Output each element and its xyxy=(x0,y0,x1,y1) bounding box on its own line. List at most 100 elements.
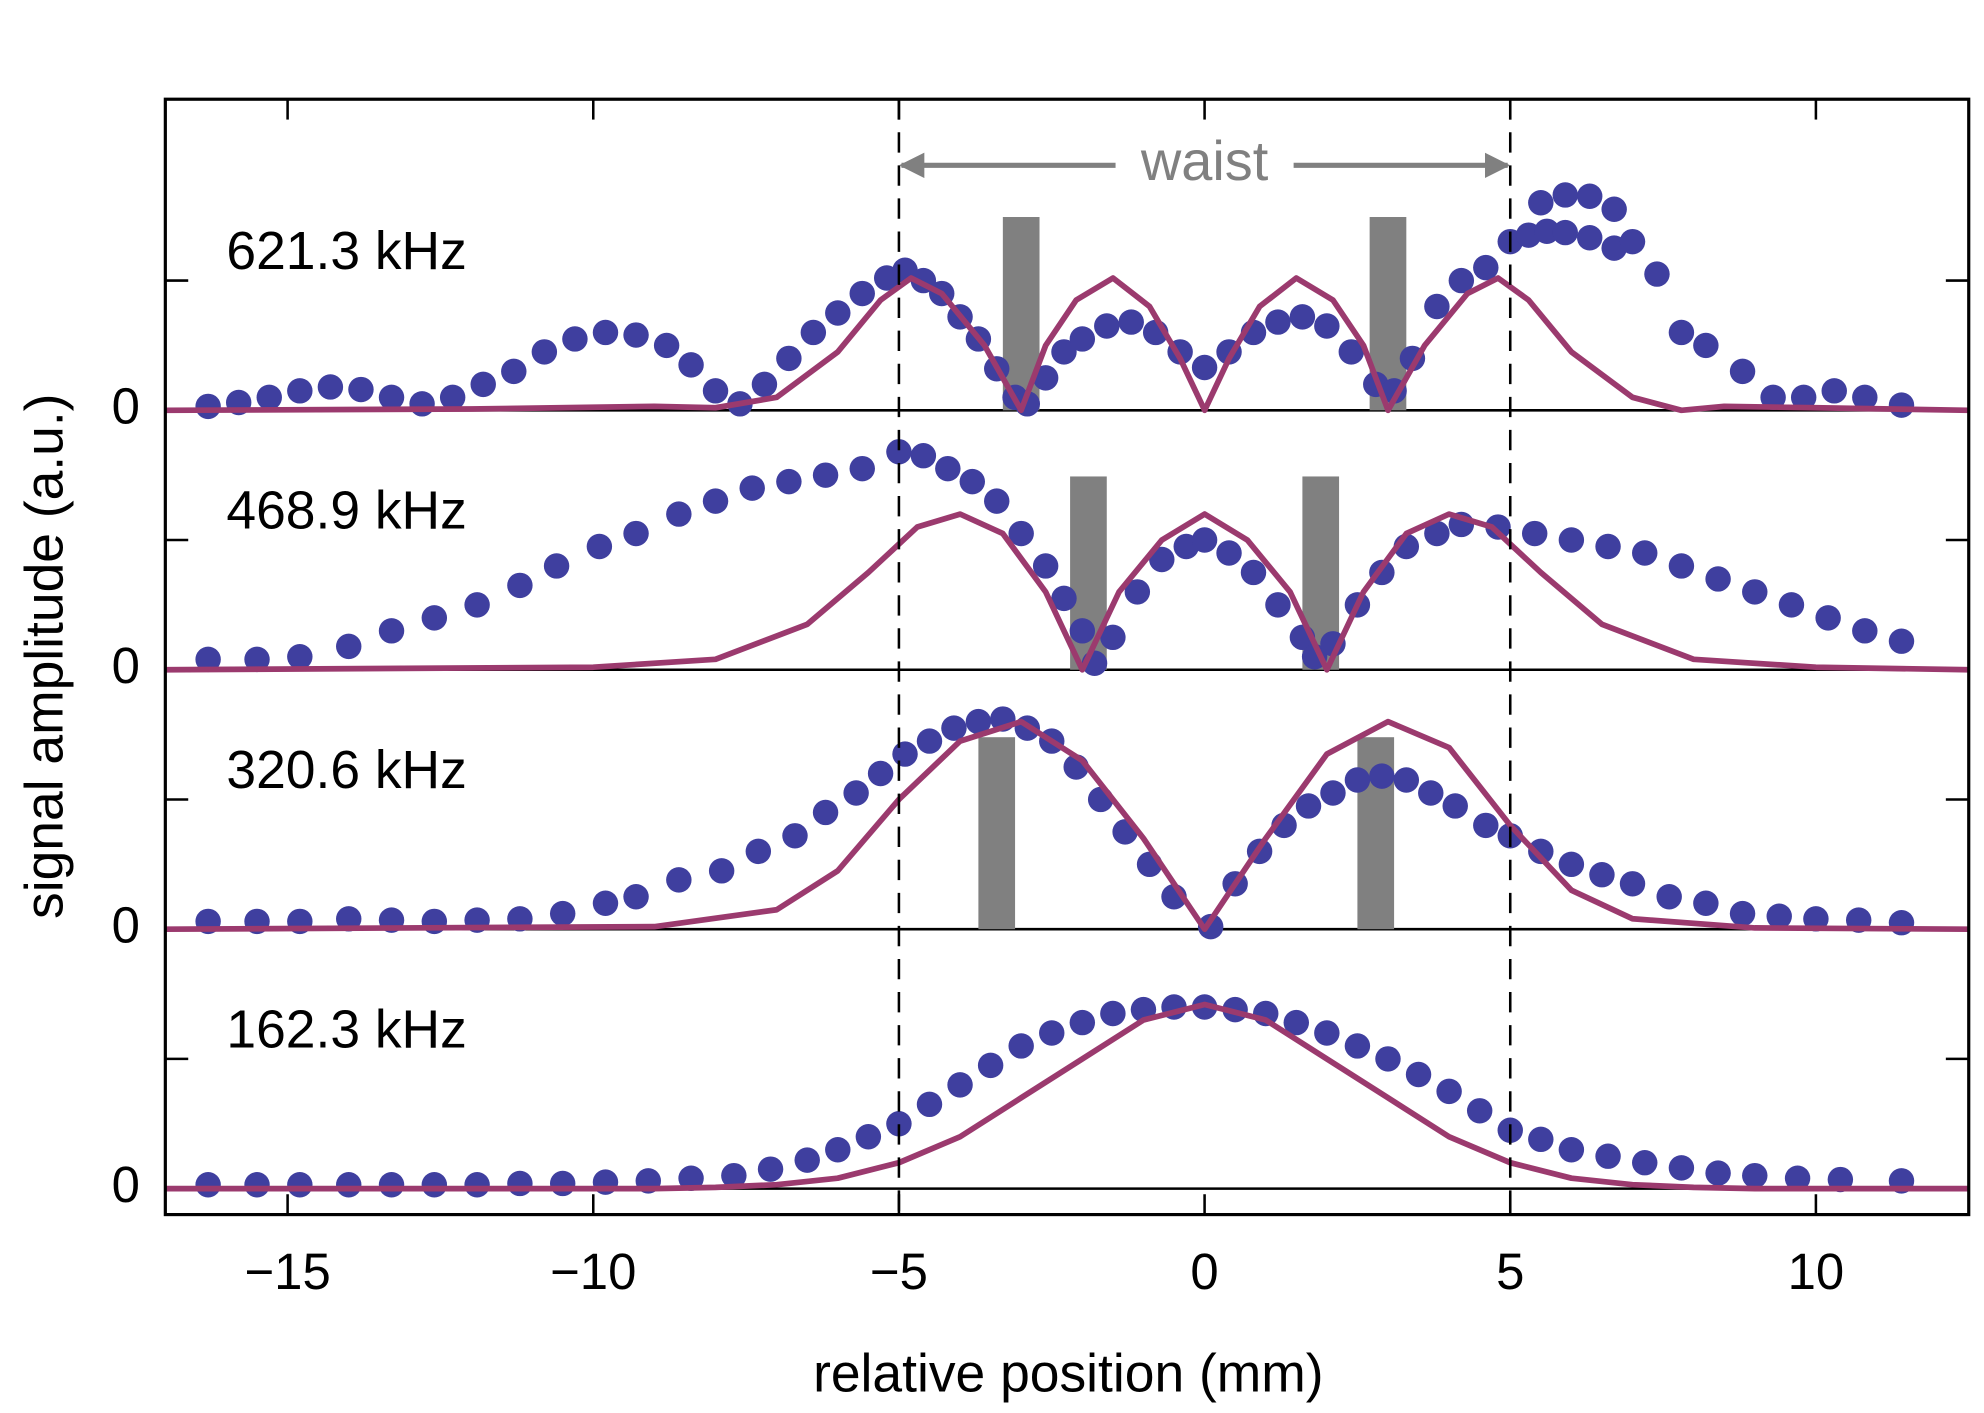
data-point xyxy=(1039,1020,1065,1046)
data-point xyxy=(721,1162,747,1189)
data-point xyxy=(1473,254,1499,281)
data-point xyxy=(1644,261,1670,287)
data-point xyxy=(1888,392,1915,418)
data-point xyxy=(439,384,466,411)
data-point xyxy=(947,1072,973,1098)
data-point xyxy=(1528,838,1554,865)
x-tick-label: 0 xyxy=(1190,1243,1218,1300)
data-point xyxy=(1314,313,1340,339)
data-point xyxy=(794,1147,820,1173)
data-point xyxy=(1576,225,1603,251)
data-point xyxy=(1051,585,1077,612)
data-point xyxy=(1784,1165,1811,1191)
data-point xyxy=(776,345,802,372)
data-point xyxy=(1100,1000,1126,1027)
data-point xyxy=(1008,520,1034,547)
data-point xyxy=(592,319,619,346)
data-point xyxy=(623,520,649,547)
data-point xyxy=(849,455,875,482)
data-point xyxy=(1742,579,1768,605)
data-point xyxy=(1375,1046,1401,1072)
data-point xyxy=(745,838,772,865)
data-point xyxy=(586,533,613,560)
data-point xyxy=(1393,767,1420,793)
data-point xyxy=(825,300,851,326)
data-point xyxy=(1405,1061,1432,1088)
data-point xyxy=(843,780,869,806)
data-point xyxy=(1821,378,1847,404)
data-point xyxy=(653,332,680,359)
data-point xyxy=(244,646,270,673)
data-point xyxy=(1344,1033,1371,1059)
data-point xyxy=(1632,1149,1658,1176)
bar xyxy=(978,737,1016,930)
data-point xyxy=(1265,592,1291,618)
data-point xyxy=(812,462,839,488)
data-point xyxy=(549,1170,576,1197)
data-point xyxy=(1466,1098,1493,1124)
data-point xyxy=(1888,628,1915,654)
data-point xyxy=(464,592,490,618)
data-point xyxy=(1265,309,1291,335)
data-point xyxy=(1369,763,1395,789)
data-point xyxy=(1197,913,1224,940)
data-point xyxy=(1668,1155,1695,1181)
data-point xyxy=(1448,267,1475,294)
data-point xyxy=(1338,339,1365,365)
data-point xyxy=(623,884,649,910)
data-point xyxy=(1485,514,1511,540)
data-point xyxy=(916,1091,943,1118)
panel-label: 162.3 kHz xyxy=(226,1001,466,1060)
data-point xyxy=(959,468,985,495)
data-point xyxy=(1852,384,1878,411)
data-point xyxy=(702,488,729,514)
x-tick-label: −5 xyxy=(870,1243,928,1300)
data-point xyxy=(1705,1160,1731,1186)
x-tick-label: −10 xyxy=(550,1243,636,1300)
data-point xyxy=(1619,228,1646,255)
data-point xyxy=(195,1172,221,1198)
data-point xyxy=(1656,884,1682,910)
data-point xyxy=(501,358,527,385)
panel-label: 320.6 kHz xyxy=(226,741,466,800)
data-point xyxy=(984,488,1010,514)
data-point xyxy=(1032,553,1059,579)
data-point xyxy=(965,708,992,735)
data-point xyxy=(1069,326,1096,352)
data-point xyxy=(886,439,912,465)
panel-label: 468.9 kHz xyxy=(226,482,466,541)
data-point xyxy=(1528,1126,1554,1153)
data-point xyxy=(935,455,961,482)
data-point xyxy=(1693,332,1719,359)
data-point xyxy=(1216,540,1242,566)
data-point xyxy=(1069,618,1096,644)
data-point xyxy=(1558,851,1585,878)
data-point xyxy=(678,1165,704,1191)
data-point xyxy=(421,605,448,631)
data-point xyxy=(1100,624,1126,651)
data-point xyxy=(1705,566,1731,592)
data-point xyxy=(1094,313,1120,339)
data-point xyxy=(910,442,937,469)
data-point xyxy=(470,371,496,398)
data-point xyxy=(623,322,649,348)
data-point xyxy=(1595,533,1621,560)
data-point xyxy=(464,1172,490,1198)
data-point xyxy=(336,633,362,660)
data-point xyxy=(1552,219,1578,246)
data-point xyxy=(1320,780,1346,806)
data-point xyxy=(336,1172,362,1198)
data-point xyxy=(1668,553,1695,579)
data-point xyxy=(543,553,570,579)
data-point xyxy=(849,280,875,307)
data-point xyxy=(592,890,619,916)
data-point xyxy=(678,352,704,378)
data-point xyxy=(1558,1137,1585,1163)
data-point xyxy=(287,1172,313,1198)
fit-line xyxy=(165,718,1969,933)
data-point xyxy=(1766,903,1792,929)
data-point xyxy=(1424,293,1450,320)
data-point xyxy=(941,715,967,741)
data-point xyxy=(1742,1162,1768,1189)
data-point xyxy=(708,858,735,884)
